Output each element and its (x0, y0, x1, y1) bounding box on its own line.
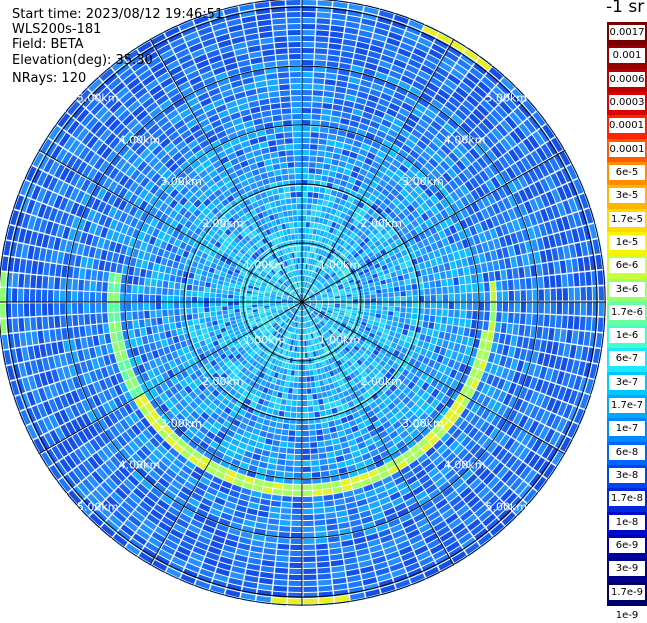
backscatter-cells (108, 272, 144, 399)
backscatter-cells (139, 330, 492, 496)
start-time-label: Start time: 2023/08/12 19:46:51 (12, 7, 224, 22)
range-ring-label: 3.00km (160, 175, 202, 188)
range-ring-label: 2.00km (360, 217, 402, 230)
colorbar-tick-label: 0.001 (609, 48, 645, 64)
azimuth-spoke (149, 38, 303, 303)
backscatter-cells (3, 0, 606, 606)
range-ring-label: 4.00km (444, 459, 486, 472)
colorbar-tick-label: 6e-8 (609, 444, 645, 460)
nrays-label: NRays: 120 (12, 71, 87, 86)
backscatter-cells (128, 126, 484, 484)
colorbar-tick-label: 0.0006 (609, 71, 645, 87)
colorbar-tick-label: 3e-9 (609, 561, 645, 577)
azimuth-spoke (301, 38, 455, 303)
colorbar-tick-label: 1e-8 (609, 514, 645, 530)
colorbar-tick-label: 0.00017 (609, 118, 645, 134)
colorbar-tick-label: 0.0017 (609, 25, 645, 40)
colorbar-legend: 0.0017 0.001 0.0006 0.0003 0.00017 0.0001 6e-5… (607, 22, 647, 623)
range-ring-label: 3.00km (402, 175, 444, 188)
range-rings-grid (0, 0, 606, 606)
range-ring-label: 1.00km (244, 333, 286, 346)
azimuth-spoke (38, 301, 303, 455)
colorbar-tick-label: 0.0003 (609, 94, 645, 110)
range-ring-label: 3.00km (160, 417, 202, 430)
range-ring-label: 5.00km (486, 500, 528, 513)
range-ring-label: 4.00km (119, 133, 161, 146)
range-ring-label: 2.00km (202, 217, 244, 230)
range-ring-label: 1.00km (319, 333, 361, 346)
range-ring-labels: 1.00km 1.00km 1.00km 1.00km 2.00km 2.00km 2.00… (77, 92, 527, 514)
range-ring-label: 3.00km (402, 417, 444, 430)
field-label: Field: BETA (12, 37, 84, 52)
colorbar-tick-label: 1.7e-9 (609, 584, 645, 600)
azimuth-spoke (38, 149, 303, 303)
colorbar-tick-label: 1e-7 (609, 421, 645, 437)
colorbar-tick-label: 1.7e-6 (609, 304, 645, 320)
range-ring-label: 5.00km (77, 92, 119, 105)
range-ring-label: 5.00km (77, 500, 119, 513)
range-ring-label: 5.00km (486, 92, 528, 105)
colorbar-tick-label: 1.7e-5 (609, 211, 645, 227)
colorbar-tick-label: 1e-6 (609, 328, 645, 344)
azimuth-spoke (301, 301, 566, 455)
colorbar-tick-label: 1.7e-8 (609, 491, 645, 507)
range-ring-label: 2.00km (360, 375, 402, 388)
range-ring-label: 1.00km (244, 259, 286, 272)
backscatter-cells (487, 281, 496, 342)
colorbar-tick-label: 3e-6 (609, 281, 645, 297)
colorbar-tick-label: 1e-5 (609, 234, 645, 250)
colorbar-tick-label: 0.0001 (609, 141, 645, 157)
colorbar-tick-label: 6e-9 (609, 538, 645, 554)
range-ring-label: 4.00km (119, 459, 161, 472)
backscatter-cells (60, 63, 541, 545)
colorbar-tick-label: 6e-7 (609, 351, 645, 367)
colorbar-tick-label: 3e-5 (609, 188, 645, 204)
azimuth-spoke (301, 301, 455, 566)
range-ring-label: 2.00km (202, 375, 244, 388)
range-ring-label: 1.00km (319, 259, 361, 272)
device-label: WLS200s-181 (12, 22, 102, 37)
colorbar-tick-label: 3e-7 (609, 374, 645, 390)
colorbar-tick-label: 1.7e-7 (609, 398, 645, 414)
azimuth-spoke (149, 301, 303, 566)
colorbar-tick-label: 3e-8 (609, 468, 645, 484)
colorbar-tick-label: 1e-9 (609, 608, 645, 623)
colorbar-units-label: -1 sr (606, 0, 645, 17)
ppi-scan-plot: 1.00km 1.00km 1.00km 1.00km 2.00km 2.00km 2.00… (0, 0, 606, 606)
azimuth-spoke (301, 149, 566, 303)
range-ring-label: 4.00km (444, 133, 486, 146)
elevation-label: Elevation(deg): 35.30 (12, 53, 153, 68)
colorbar-tick-label: 6e-5 (609, 164, 645, 180)
colorbar-tick-label: 6e-6 (609, 258, 645, 274)
